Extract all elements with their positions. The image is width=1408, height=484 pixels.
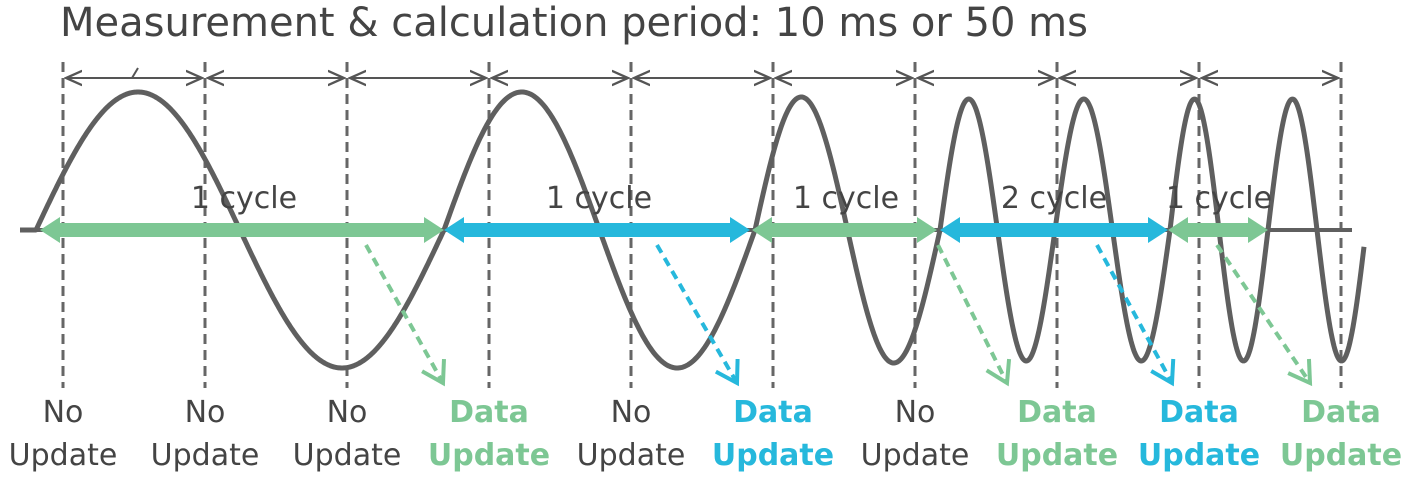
- update-arrows: [364, 243, 1313, 387]
- cycle-span-arrow: [1168, 217, 1268, 243]
- cycle-label: 1 cycle: [793, 181, 899, 216]
- period-label-line1: Data: [733, 395, 813, 430]
- period-label-line1: Data: [1159, 395, 1239, 430]
- cycle-span-arrow: [40, 217, 444, 243]
- period-label-line1: No: [895, 395, 936, 430]
- period-label-line1: No: [43, 395, 84, 430]
- period-label-line2: Update: [861, 438, 970, 473]
- period-label-line2: Update: [428, 438, 550, 473]
- cycle-label: 1 cycle: [191, 181, 297, 216]
- period-label-line2: Update: [293, 438, 402, 473]
- period-label-line2: Update: [712, 438, 834, 473]
- update-arrow-head: [421, 358, 446, 387]
- update-arrow-shaft: [1215, 243, 1312, 385]
- period-labels: No Update No Update No Update Data Update No Upda…: [9, 395, 1402, 473]
- update-arrow-shaft: [364, 244, 445, 384]
- period-label-line1: No: [185, 395, 226, 430]
- cycle-span-arrow: [444, 217, 750, 243]
- cycle-span-arrow: [940, 217, 1168, 243]
- update-arrow-head: [1150, 358, 1176, 387]
- update-arrow-shaft: [936, 244, 1009, 384]
- period-label-line2: Update: [577, 438, 686, 473]
- period-label-line1: Data: [449, 395, 529, 430]
- cycle-label: 1 cycle: [546, 181, 652, 216]
- period-callout-line: [131, 67, 139, 79]
- period-label-line2: Update: [151, 438, 260, 473]
- period-label-line1: No: [327, 395, 368, 430]
- update-arrow-head: [985, 358, 1012, 387]
- period-label-line1: Data: [1017, 395, 1097, 430]
- cycle-span-arrow: [752, 217, 937, 243]
- period-label-line2: Update: [1280, 438, 1402, 473]
- period-label-line1: Data: [1301, 395, 1381, 430]
- period-label-line1: No: [611, 395, 652, 430]
- period-label-line2: Update: [1138, 438, 1260, 473]
- update-arrow-head: [714, 358, 740, 387]
- update-arrow-shaft: [655, 243, 739, 385]
- period-label-line2: Update: [996, 438, 1118, 473]
- cycle-label: 1 cycle: [1166, 181, 1272, 216]
- update-arrow-shaft: [1095, 244, 1174, 384]
- period-label-line2: Update: [9, 438, 118, 473]
- diagram-title: Measurement & calculation period: 10 ms …: [60, 0, 1088, 46]
- update-arrow-head: [1287, 358, 1313, 387]
- cycle-label: 2 cycle: [1001, 181, 1107, 216]
- cycle-labels: 1 cycle 1 cycle 1 cycle 2 cycle 1 cycle: [191, 181, 1272, 216]
- cycle-arrows: [40, 217, 1268, 243]
- signal-waveform: [20, 89, 1367, 371]
